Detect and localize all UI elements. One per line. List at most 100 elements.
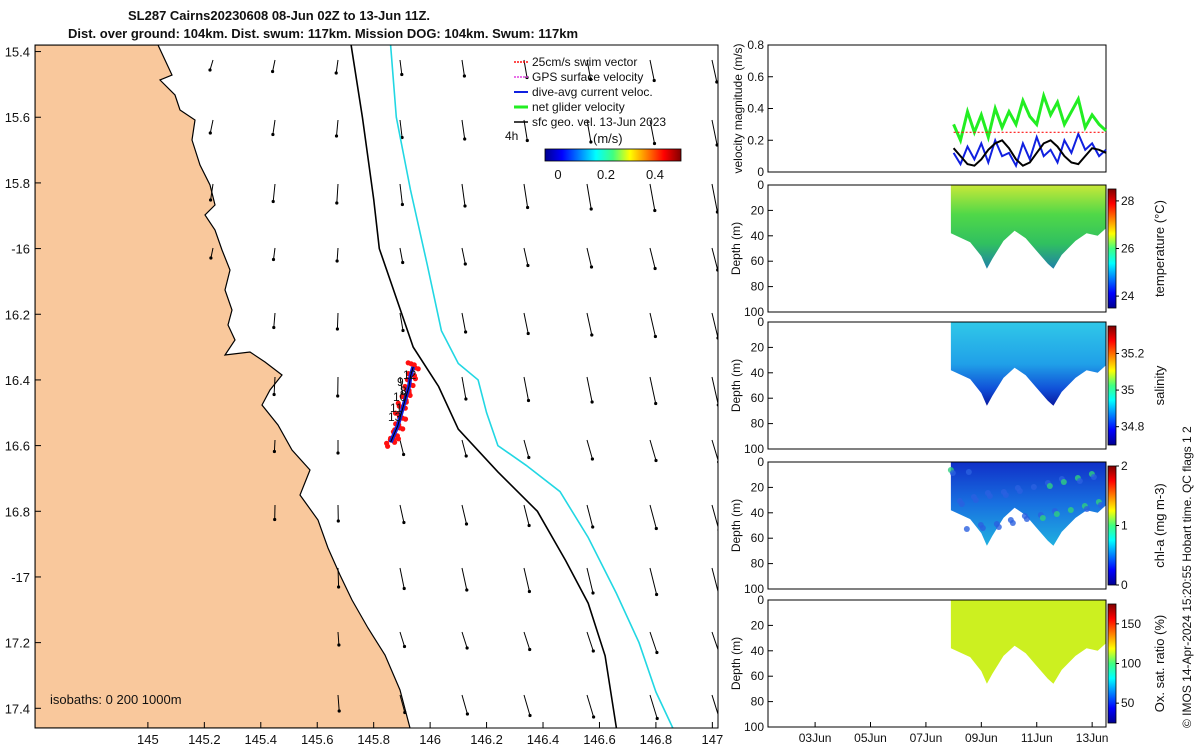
velocity-y-label: velocity magnitude (m/s) <box>731 43 745 173</box>
chla-sample <box>979 525 986 531</box>
current-vector <box>209 183 214 202</box>
time-tick-label: 07Jun <box>910 731 943 745</box>
chla-depth-tick-label: 80 <box>751 557 765 571</box>
legend-4h-label: 4h <box>505 129 518 143</box>
salinity-field <box>950 322 1106 406</box>
current-vector <box>272 439 276 454</box>
temperature-colorbar-tick-label: 24 <box>1121 289 1135 303</box>
salinity-depth-label: Depth (m) <box>729 359 743 412</box>
current-vector <box>649 59 656 83</box>
temperature-field <box>950 185 1106 269</box>
current-vector <box>649 504 658 531</box>
legend-dive-avg-current: dive-avg current veloc. <box>514 85 653 99</box>
temperature-colorbar-tick-label: 28 <box>1121 194 1135 208</box>
chla-sample <box>1097 502 1104 508</box>
map-y-tick-label: 15.4 <box>5 45 30 60</box>
map-x-tick-label: 145 <box>137 732 159 747</box>
gps-fix <box>400 426 406 432</box>
map-colorbar-tick: 0.4 <box>646 167 664 182</box>
oxygen-depth-tick-label: 60 <box>751 669 765 683</box>
map-y-tick-label: 15.6 <box>5 110 30 125</box>
salinity-depth-tick-label: 40 <box>751 366 765 380</box>
temperature-depth-tick-label: 100 <box>744 305 764 319</box>
current-vector <box>208 59 214 72</box>
map-x-tick-label: 145.2 <box>188 732 221 747</box>
map-frame <box>34 44 719 729</box>
oxygen-panel: 0 20 40 60 80 100 Depth (m) 50 100 150 Ox. sat. ra… <box>729 593 1167 734</box>
chla-sample <box>1009 520 1016 526</box>
coastline-land <box>35 45 411 728</box>
isobath-200m <box>350 45 618 728</box>
salinity-border <box>767 321 1107 450</box>
oxygen-field <box>950 600 1106 684</box>
current-vector <box>399 567 406 591</box>
current-vector <box>649 439 658 463</box>
map-x-tick-label: 145.6 <box>301 732 334 747</box>
chla-sample <box>1060 479 1067 485</box>
current-vector <box>586 694 596 719</box>
current-vector <box>461 119 467 141</box>
current-vector <box>399 694 407 715</box>
temperature-depth-tick-label: 80 <box>751 280 765 294</box>
map-y-tick-label: -16 <box>11 242 30 257</box>
track-day-label: 12 <box>403 368 417 382</box>
salinity-colorbar-tick-label: 35.2 <box>1121 346 1145 360</box>
current-vector <box>711 439 718 464</box>
current-vector <box>586 119 593 144</box>
current-vector <box>461 312 468 334</box>
current-vector <box>461 567 469 592</box>
map-x-tick-label: 145.8 <box>357 732 390 747</box>
oxygen-depth-label: Depth (m) <box>729 637 743 690</box>
oxygen-depth-tick-label: 100 <box>744 720 764 734</box>
current-vector <box>461 183 467 208</box>
current-vector <box>337 694 341 713</box>
temperature-depth-tick-label: 20 <box>751 203 765 217</box>
current-vector <box>461 631 469 650</box>
current-vector <box>649 183 657 213</box>
track-day-label: 11 <box>390 401 403 415</box>
current-vector <box>272 312 276 330</box>
salinity-colorbar-tick-label: 35 <box>1121 383 1135 397</box>
isobath-1000m <box>389 45 674 728</box>
current-vector <box>336 376 340 398</box>
time-tick-label: 11Jun <box>1021 731 1053 745</box>
temperature-depth-tick-label: 60 <box>751 254 765 268</box>
chla-border <box>767 461 1107 590</box>
current-vector <box>461 504 469 526</box>
temperature-depth-tick-label: 40 <box>751 229 765 243</box>
legend-surface-geo-velocity: sfc geo. vel. 13-Jun 2023 <box>514 115 666 129</box>
legend-label: net glider velocity <box>532 100 625 114</box>
gps-fix <box>395 400 401 406</box>
map-y-tick-label: 15.8 <box>5 176 30 191</box>
current-vector <box>711 567 718 598</box>
map-y-tick-label: 16.6 <box>5 439 30 454</box>
map-colorbar-tick: 0.2 <box>597 167 615 182</box>
glider-track <box>384 360 421 449</box>
current-vector <box>523 119 529 143</box>
net-track <box>390 366 414 443</box>
temperature-colorbar <box>1107 188 1117 309</box>
current-vector <box>335 247 339 263</box>
map-longitude-ticks: 145 145.2 145.4 145.6 145.8 146 146.2 146.4 146.… <box>137 722 723 747</box>
current-vector <box>271 183 276 204</box>
current-vector <box>649 119 657 146</box>
current-vector <box>523 247 530 268</box>
salinity-panel: 0 20 40 60 80 100 Depth (m) 34.8 35 35.2 salinity <box>729 315 1167 456</box>
legend-label: GPS surface velocity <box>532 70 643 84</box>
current-vector <box>399 439 406 457</box>
salinity-depth-tick-label: 60 <box>751 391 765 405</box>
velocity-y-tick-label: 0.4 <box>747 102 764 116</box>
isobaths-note: isobaths: 0 200 1000m <box>50 692 182 707</box>
current-vector <box>461 59 466 78</box>
current-vector <box>711 119 718 147</box>
current-vector <box>649 376 658 406</box>
current-vector <box>272 376 276 397</box>
title-line-1: SL287 Cairns20230608 08-Jun 02Z to 13-Ju… <box>128 8 431 23</box>
current-vector <box>399 119 404 140</box>
current-vector <box>336 440 340 455</box>
current-vector <box>273 504 277 522</box>
gps-fix <box>410 382 416 389</box>
velocity-series-dive-avg-current-veloc- <box>952 131 1107 169</box>
